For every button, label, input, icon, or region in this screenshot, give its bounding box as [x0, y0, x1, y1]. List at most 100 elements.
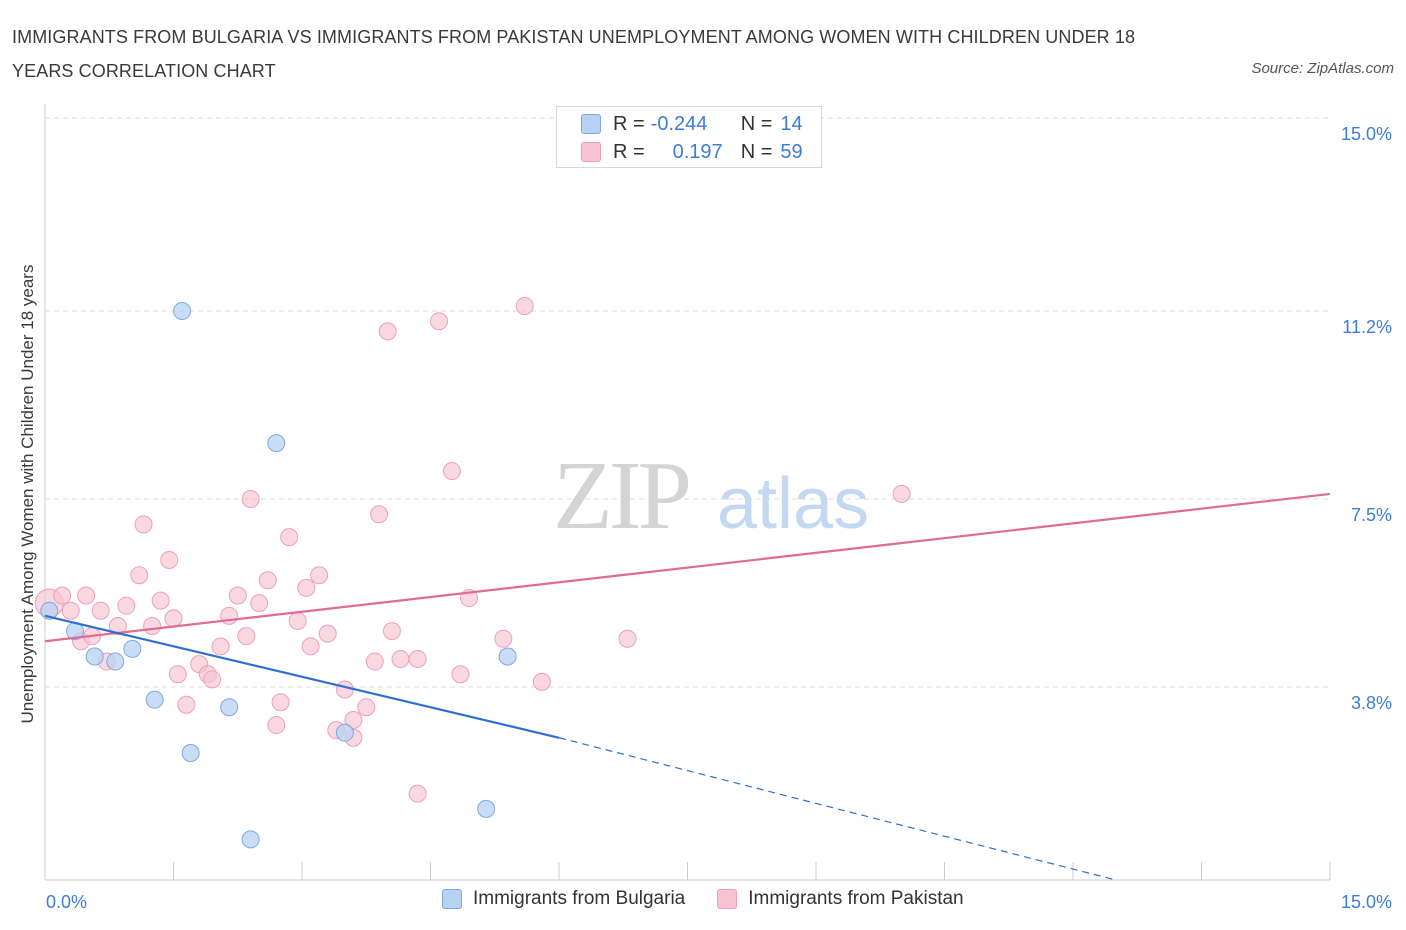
legend-n-label: N = — [740, 112, 773, 135]
pakistan-point — [318, 624, 337, 643]
correlation-legend: R = -0.244 N = 14 R = 0.197 N = 59 — [556, 106, 822, 168]
pakistan-point — [391, 650, 410, 669]
legend-n-label: N = — [740, 140, 773, 163]
x-tick-label: 0.0% — [46, 892, 87, 912]
legend-r-value: -0.244 — [650, 112, 708, 135]
pakistan-point — [258, 571, 277, 590]
pakistan-point — [494, 629, 513, 648]
pakistan-point — [228, 586, 247, 605]
pakistan-point — [61, 601, 80, 620]
legend-r-label: R = — [613, 112, 645, 135]
bulgaria-swatch — [442, 889, 462, 909]
legend-label-pakistan: Immigrants from Pakistan — [748, 888, 964, 909]
pakistan-point — [168, 665, 187, 684]
pakistan-point — [130, 566, 149, 585]
bulgaria-point — [106, 652, 125, 671]
pakistan-point — [408, 784, 427, 803]
pakistan-point — [288, 611, 307, 630]
legend-row-bulgaria: R = -0.244 N = 14 — [581, 111, 803, 137]
bulgaria-point — [123, 639, 142, 658]
pakistan-point — [451, 665, 470, 684]
pakistan-swatch — [581, 142, 601, 162]
trend-lines — [44, 492, 1331, 881]
pakistan-point — [408, 650, 427, 669]
legend-r-value: 0.197 — [672, 140, 723, 163]
pakistan-point — [442, 462, 461, 481]
pakistan-point — [203, 670, 222, 689]
legend-row-pakistan: R = 0.197 N = 59 — [581, 139, 803, 165]
pakistan-point — [382, 622, 401, 641]
bulgaria-trend-line — [44, 614, 560, 739]
pakistan-point — [344, 710, 363, 729]
series-bulgaria — [40, 302, 517, 849]
bulgaria-point — [335, 723, 354, 742]
watermark: ZIP atlas — [553, 442, 869, 550]
bulgaria-point — [181, 744, 200, 762]
bulgaria-trend-extension — [558, 737, 1116, 881]
pakistan-point — [143, 617, 162, 635]
legend-r-label: R = — [613, 140, 645, 163]
pakistan-point — [151, 591, 170, 610]
pakistan-point — [430, 312, 449, 331]
bulgaria-point — [40, 601, 59, 620]
legend-item-bulgaria[interactable]: Immigrants from Bulgaria — [442, 888, 685, 910]
pakistan-point — [532, 672, 551, 691]
pakistan-point — [297, 578, 316, 597]
pakistan-point — [91, 601, 110, 620]
y-tick-label: 15.0% — [1341, 124, 1392, 144]
pakistan-point — [280, 528, 299, 547]
tick-labels: 3.8% 7.5% 11.2% 15.0% 0.0% 15.0% — [46, 124, 1392, 912]
legend-n-value: 59 — [780, 140, 803, 163]
pakistan-point — [108, 617, 127, 635]
pakistan-point — [310, 566, 329, 585]
pakistan-point — [267, 716, 286, 735]
bulgaria-point — [220, 698, 239, 717]
pakistan-point — [618, 629, 637, 648]
legend-item-pakistan[interactable]: Immigrants from Pakistan — [717, 888, 964, 910]
bulgaria-point — [267, 434, 286, 453]
pakistan-point — [515, 296, 534, 315]
pakistan-point — [237, 627, 256, 646]
pakistan-point — [53, 586, 72, 605]
pakistan-point — [117, 596, 136, 615]
source-label: Source: ZipAtlas.com — [1251, 60, 1394, 77]
series-pakistan — [34, 296, 911, 803]
pakistan-point — [370, 505, 389, 524]
pakistan-point — [211, 637, 230, 656]
pakistan-point — [301, 637, 320, 656]
pakistan-swatch — [717, 889, 738, 909]
y-tick-label: 7.5% — [1351, 505, 1392, 525]
pakistan-point — [177, 695, 196, 714]
y-axis-label: Unemployment Among Women with Children U… — [18, 265, 37, 724]
y-tick-label: 3.8% — [1351, 693, 1392, 713]
pakistan-point — [357, 698, 376, 717]
bulgaria-point — [241, 830, 260, 849]
x-tick-label: 15.0% — [1341, 892, 1392, 912]
watermark-zip: ZIP — [553, 442, 688, 550]
axes — [44, 104, 1331, 881]
pakistan-point — [250, 594, 269, 613]
pakistan-trend-line — [44, 492, 1331, 643]
y-tick-label: 11.2% — [1342, 317, 1392, 337]
pakistan-point — [892, 484, 911, 503]
pakistan-point — [241, 490, 260, 508]
bulgaria-point — [173, 302, 192, 321]
pakistan-point — [378, 322, 397, 341]
bulgaria-point — [145, 690, 164, 709]
legend-n-value: 14 — [780, 112, 803, 135]
legend-label-bulgaria: Immigrants from Bulgaria — [473, 888, 686, 909]
bulgaria-swatch — [581, 114, 601, 134]
pakistan-point — [160, 550, 179, 569]
watermark-atlas: atlas — [717, 464, 869, 544]
pakistan-point — [365, 652, 384, 671]
pakistan-point — [77, 586, 96, 605]
chart-title: IMMIGRANTS FROM BULGARIA VS IMMIGRANTS F… — [12, 27, 1136, 81]
pakistan-point — [164, 609, 183, 628]
bulgaria-point — [498, 647, 517, 666]
bulgaria-point — [85, 647, 104, 666]
bulgaria-point — [477, 799, 496, 818]
pakistan-point — [134, 515, 153, 534]
pakistan-point — [271, 693, 290, 712]
series-legend: Immigrants from Bulgaria Immigrants from… — [442, 888, 996, 910]
